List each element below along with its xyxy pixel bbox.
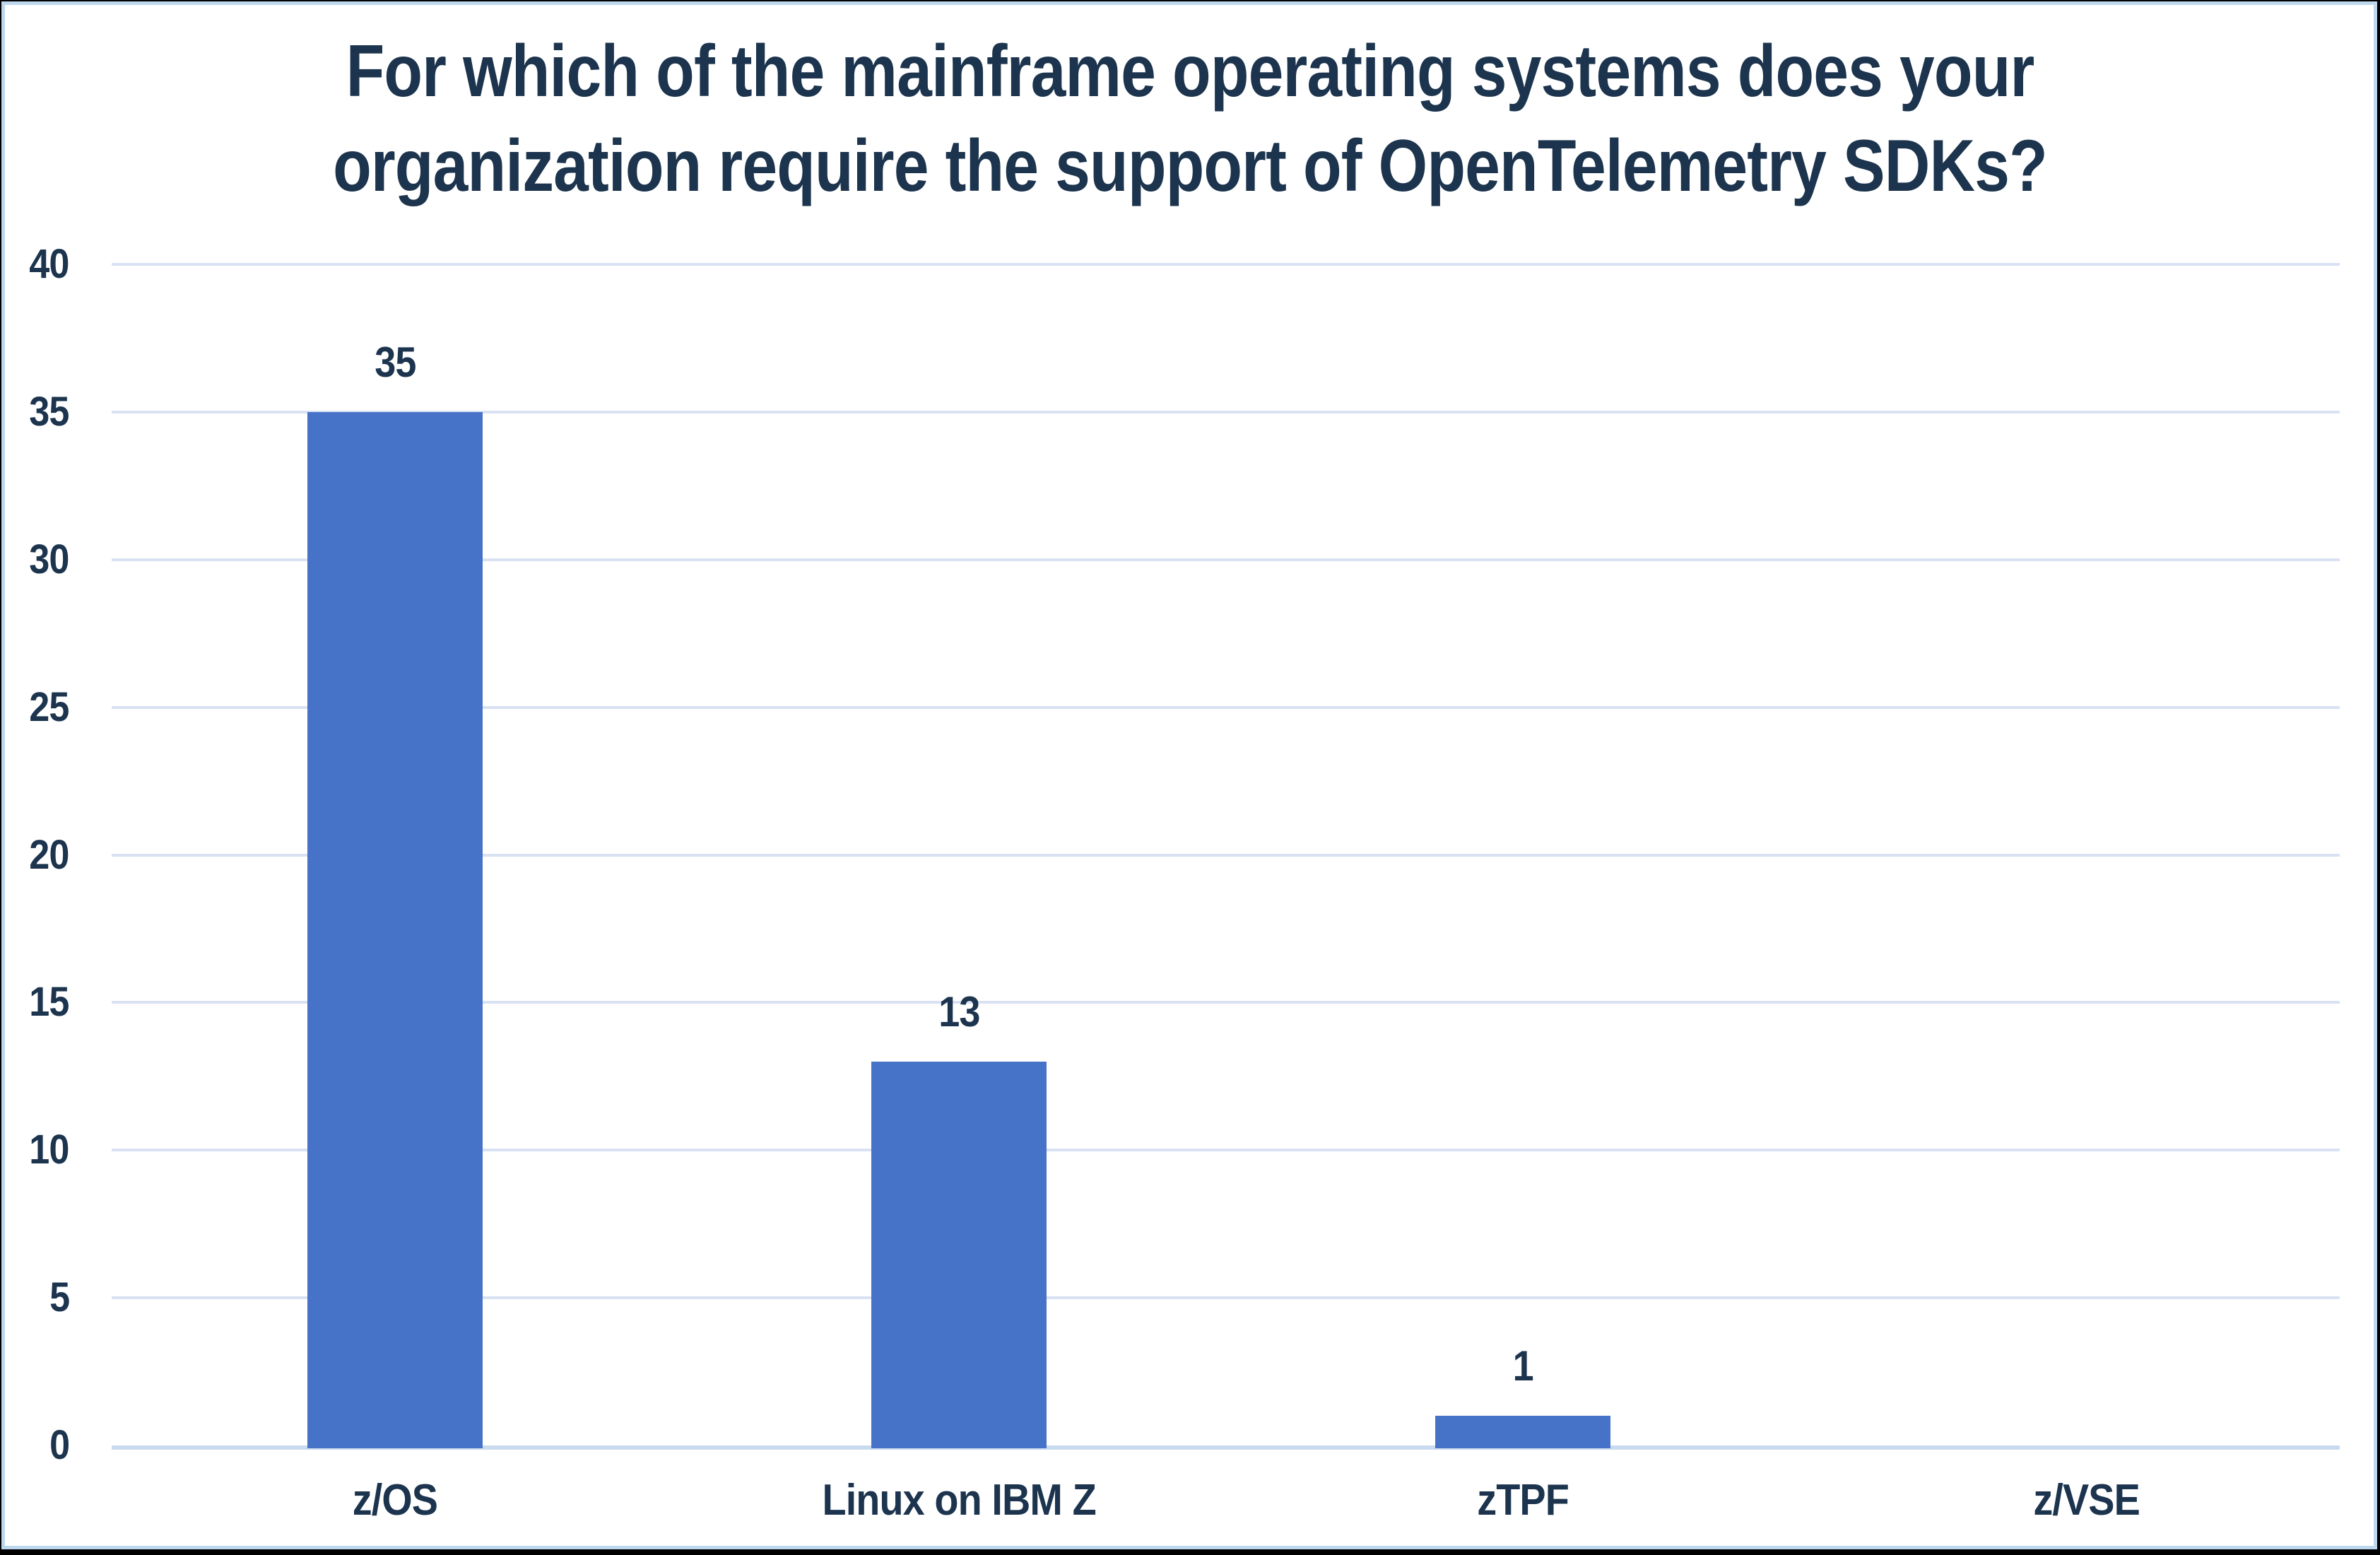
bar-value-text: 13 [938, 988, 980, 1035]
gridline-y-30 [112, 558, 2340, 561]
x-axis-category-label: z/VSE [2033, 1476, 2140, 1525]
gridline-y-5 [112, 1296, 2340, 1300]
y-axis-tick-10: 10 [0, 1126, 70, 1174]
chart-title-line-2: organization require the support of Open… [333, 125, 2048, 207]
gridline-y-20 [112, 853, 2340, 857]
gridline-y-10 [112, 1149, 2340, 1152]
bar-ztpf [1435, 1416, 1610, 1448]
y-axis-tick-label: 35 [29, 388, 70, 435]
y-axis-tick-15: 15 [0, 978, 70, 1026]
y-axis-tick-30: 30 [0, 536, 70, 584]
x-axis-category-label: zTPF [1477, 1476, 1569, 1525]
bar-linux-on-ibm-z [871, 1062, 1047, 1448]
bar-value-text: 35 [374, 339, 416, 386]
y-axis-tick-label: 5 [49, 1274, 70, 1321]
y-axis-tick-5: 5 [0, 1274, 70, 1322]
bar-value-label-linux-on-ibm-z: 13 [747, 989, 1171, 1035]
gridline-y-25 [112, 705, 2340, 709]
x-axis-category-z-os: z/OS [126, 1476, 664, 1525]
x-axis-category-label: Linux on IBM Z [822, 1476, 1096, 1525]
y-axis-tick-label: 25 [29, 683, 70, 730]
x-axis-category-z-vse: z/VSE [1818, 1476, 2355, 1525]
y-axis-tick-label: 10 [29, 1127, 70, 1173]
x-axis-category-ztpf: zTPF [1254, 1476, 1791, 1525]
y-axis-tick-0: 0 [0, 1421, 70, 1469]
chart-title: For which of the mainframe operating sys… [0, 24, 2380, 213]
bar-z-os [307, 412, 483, 1448]
x-axis-line [112, 1445, 2340, 1450]
chart-title-line-1: For which of the mainframe operating sys… [346, 30, 2035, 112]
y-axis-tick-35: 35 [0, 388, 70, 436]
x-axis-category-linux-on-ibm-z: Linux on IBM Z [690, 1476, 1227, 1525]
y-axis-tick-25: 25 [0, 683, 70, 732]
bar-value-label-z-os: 35 [183, 339, 607, 386]
gridline-y-35 [112, 410, 2340, 413]
y-axis-tick-label: 40 [29, 241, 70, 287]
y-axis-tick-20: 20 [0, 831, 70, 879]
y-axis-tick-label: 30 [29, 536, 70, 582]
y-axis-tick-40: 40 [0, 240, 70, 288]
y-axis-tick-label: 20 [29, 831, 70, 878]
gridline-y-15 [112, 1001, 2340, 1004]
y-axis-tick-label: 0 [49, 1422, 70, 1468]
gridline-y-40 [112, 263, 2340, 266]
y-axis-tick-label: 15 [29, 979, 70, 1026]
x-axis-category-label: z/OS [352, 1476, 438, 1525]
bar-value-text: 1 [1512, 1342, 1533, 1390]
bar-value-label-ztpf: 1 [1311, 1343, 1735, 1390]
